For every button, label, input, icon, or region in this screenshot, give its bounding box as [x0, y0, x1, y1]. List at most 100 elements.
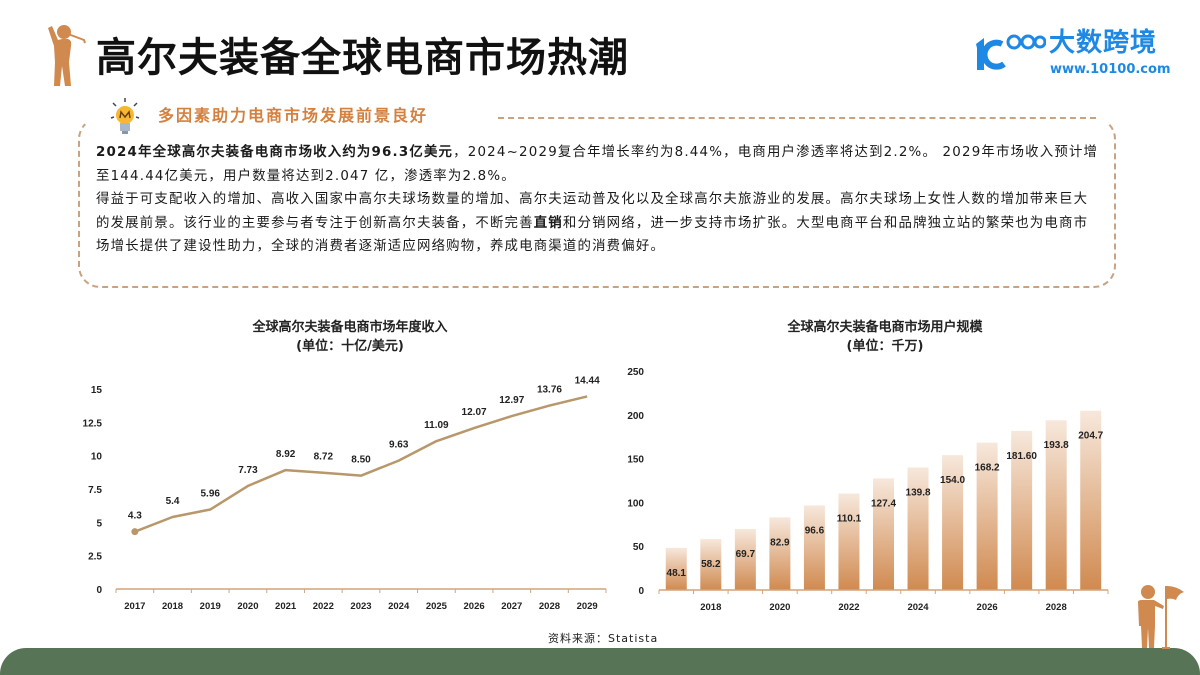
- x-tick-label: 2028: [1046, 602, 1067, 613]
- bar: [734, 528, 756, 590]
- bar-chart-title-text: 全球高尔夫装备电商市场用户规模: [787, 320, 983, 335]
- x-tick-label: 2029: [577, 601, 598, 612]
- bar: [769, 517, 791, 590]
- data-label: 69.7: [736, 549, 756, 560]
- info-text-span: 和分销网络，进一步支持市场扩张。大型电商平台和品牌独立站的繁荣也为电商市场增长提…: [96, 215, 1089, 255]
- y-tick-label: 10: [91, 452, 103, 463]
- data-label: 193.8: [1044, 440, 1069, 451]
- line-chart-subtitle: (单位：十亿/美元): [296, 339, 404, 354]
- data-label: 204.7: [1078, 431, 1103, 442]
- data-label: 48.1: [667, 568, 687, 579]
- data-label: 5.4: [166, 496, 180, 507]
- lightbulb-icon: [108, 98, 142, 140]
- info-box-divider: [498, 117, 1096, 119]
- data-label: 8.50: [351, 455, 371, 466]
- data-label: 8.72: [314, 452, 334, 463]
- x-tick-label: 2023: [350, 601, 371, 612]
- bar: [976, 442, 998, 590]
- x-tick-label: 2027: [501, 601, 522, 612]
- y-tick-label: 100: [627, 498, 644, 509]
- revenue-line: [134, 395, 588, 533]
- bar-chart-title: 全球高尔夫装备电商市场用户规模 (单位：千万): [735, 318, 1035, 356]
- x-tick-label: 2026: [977, 602, 998, 613]
- bar-chart-subtitle: (单位：千万): [846, 339, 924, 354]
- line-chart-title-text: 全球高尔夫装备电商市场年度收入: [252, 320, 448, 335]
- logo-name: 大数跨境: [1049, 28, 1158, 58]
- info-highlight: 2024年全球高尔夫装备电商市场收入约为96.3亿美元: [96, 145, 454, 160]
- x-tick-label: 2028: [539, 601, 560, 612]
- data-label: 110.1: [837, 514, 862, 525]
- x-tick-label: 2022: [313, 601, 334, 612]
- page-title: 高尔夫装备全球电商市场热潮: [96, 35, 629, 81]
- data-label: 9.63: [389, 440, 409, 451]
- data-label: 12.07: [462, 407, 487, 418]
- data-label: 5.96: [200, 489, 220, 500]
- bar: [700, 539, 722, 590]
- info-text: 2024年全球高尔夫装备电商市场收入约为96.3亿美元，2024~2029复合年…: [96, 141, 1100, 259]
- x-tick-label: 2020: [237, 601, 258, 612]
- bar: [942, 455, 964, 590]
- x-tick-label: 2021: [275, 601, 297, 612]
- y-tick-label: 50: [633, 542, 645, 553]
- data-label: 4.3: [128, 511, 142, 522]
- x-tick-label: 2017: [124, 601, 145, 612]
- data-label: 14.44: [575, 375, 600, 386]
- info-paragraph-2: 得益于可支配收入的增加、高收入国家中高尔夫球场数量的增加、高尔夫运动普及化以及全…: [96, 188, 1100, 259]
- data-label: 12.97: [499, 395, 524, 406]
- footer-bar: [0, 648, 1200, 675]
- y-tick-label: 12.5: [83, 418, 103, 429]
- bar: [907, 467, 929, 590]
- revenue-line-chart: 0 2.5 5 7.5 10 12.5 15 4.3 2017 5.4 2018 5.96 2019 7.…: [83, 375, 607, 612]
- x-tick-label: 2018: [162, 601, 183, 612]
- x-tick-label: 2019: [200, 601, 221, 612]
- bar: [803, 505, 825, 590]
- info-paragraph-1: 2024年全球高尔夫装备电商市场收入约为96.3亿美元，2024~2029复合年…: [96, 141, 1100, 188]
- y-tick-label: 0: [638, 586, 644, 597]
- x-tick-label: 2018: [700, 602, 721, 613]
- bar: [1080, 410, 1102, 590]
- x-tick-label: 2025: [426, 601, 448, 612]
- bar: [838, 493, 860, 590]
- y-tick-label: 250: [627, 367, 644, 378]
- data-label: 8.92: [276, 449, 296, 460]
- data-label: 127.4: [871, 498, 896, 509]
- info-text-span: 得益于可支配收入的增加、高收入国家中高尔夫球场数量的增加、高尔夫运动普及化以及全…: [96, 192, 1089, 231]
- line-chart-title: 全球高尔夫装备电商市场年度收入 (单位：十亿/美元): [200, 318, 500, 356]
- data-label: 7.73: [238, 465, 258, 476]
- brand-logo[interactable]: 大数跨境 www.10100.com: [972, 26, 1182, 81]
- data-label: 82.9: [770, 537, 790, 548]
- x-tick-label: 2022: [838, 602, 859, 613]
- data-label: 181.60: [1006, 451, 1037, 462]
- data-label: 11.09: [424, 420, 449, 431]
- data-label: 139.8: [906, 488, 931, 499]
- info-box: [78, 117, 1116, 288]
- info-text-span: ，2024~2029复合年增长率约为8.44%，电商用户渗透率将达到2.2%。 …: [96, 145, 1099, 184]
- logo-mark-icon: [976, 34, 1046, 70]
- y-tick-label: 2.5: [88, 552, 102, 563]
- y-tick-label: 7.5: [88, 485, 102, 496]
- source-note: 资料来源：Statista: [548, 632, 659, 645]
- data-label: 58.2: [701, 559, 721, 570]
- info-highlight: 直销: [533, 215, 563, 231]
- bar: [665, 547, 687, 590]
- x-tick-label: 2024: [388, 601, 410, 612]
- data-point-marker: [131, 528, 139, 536]
- info-heading: 多因素助力电商市场发展前景良好: [158, 105, 435, 127]
- y-tick-label: 200: [627, 411, 644, 422]
- logo-url: www.10100.com: [1050, 62, 1171, 77]
- bar: [873, 478, 894, 590]
- data-label: 96.6: [805, 525, 825, 536]
- x-tick-label: 2026: [464, 601, 485, 612]
- y-tick-label: 0: [96, 585, 102, 596]
- y-tick-label: 150: [627, 455, 644, 466]
- person-with-flag-icon: [1138, 585, 1184, 649]
- golfer-icon: [48, 25, 86, 86]
- bar: [1011, 430, 1033, 590]
- y-tick-label: 15: [91, 385, 103, 396]
- data-label: 168.2: [975, 463, 1000, 474]
- x-tick-label: 2024: [907, 602, 929, 613]
- data-label: 154.0: [940, 475, 965, 486]
- bar: [1045, 420, 1067, 590]
- y-tick-label: 5: [96, 518, 102, 529]
